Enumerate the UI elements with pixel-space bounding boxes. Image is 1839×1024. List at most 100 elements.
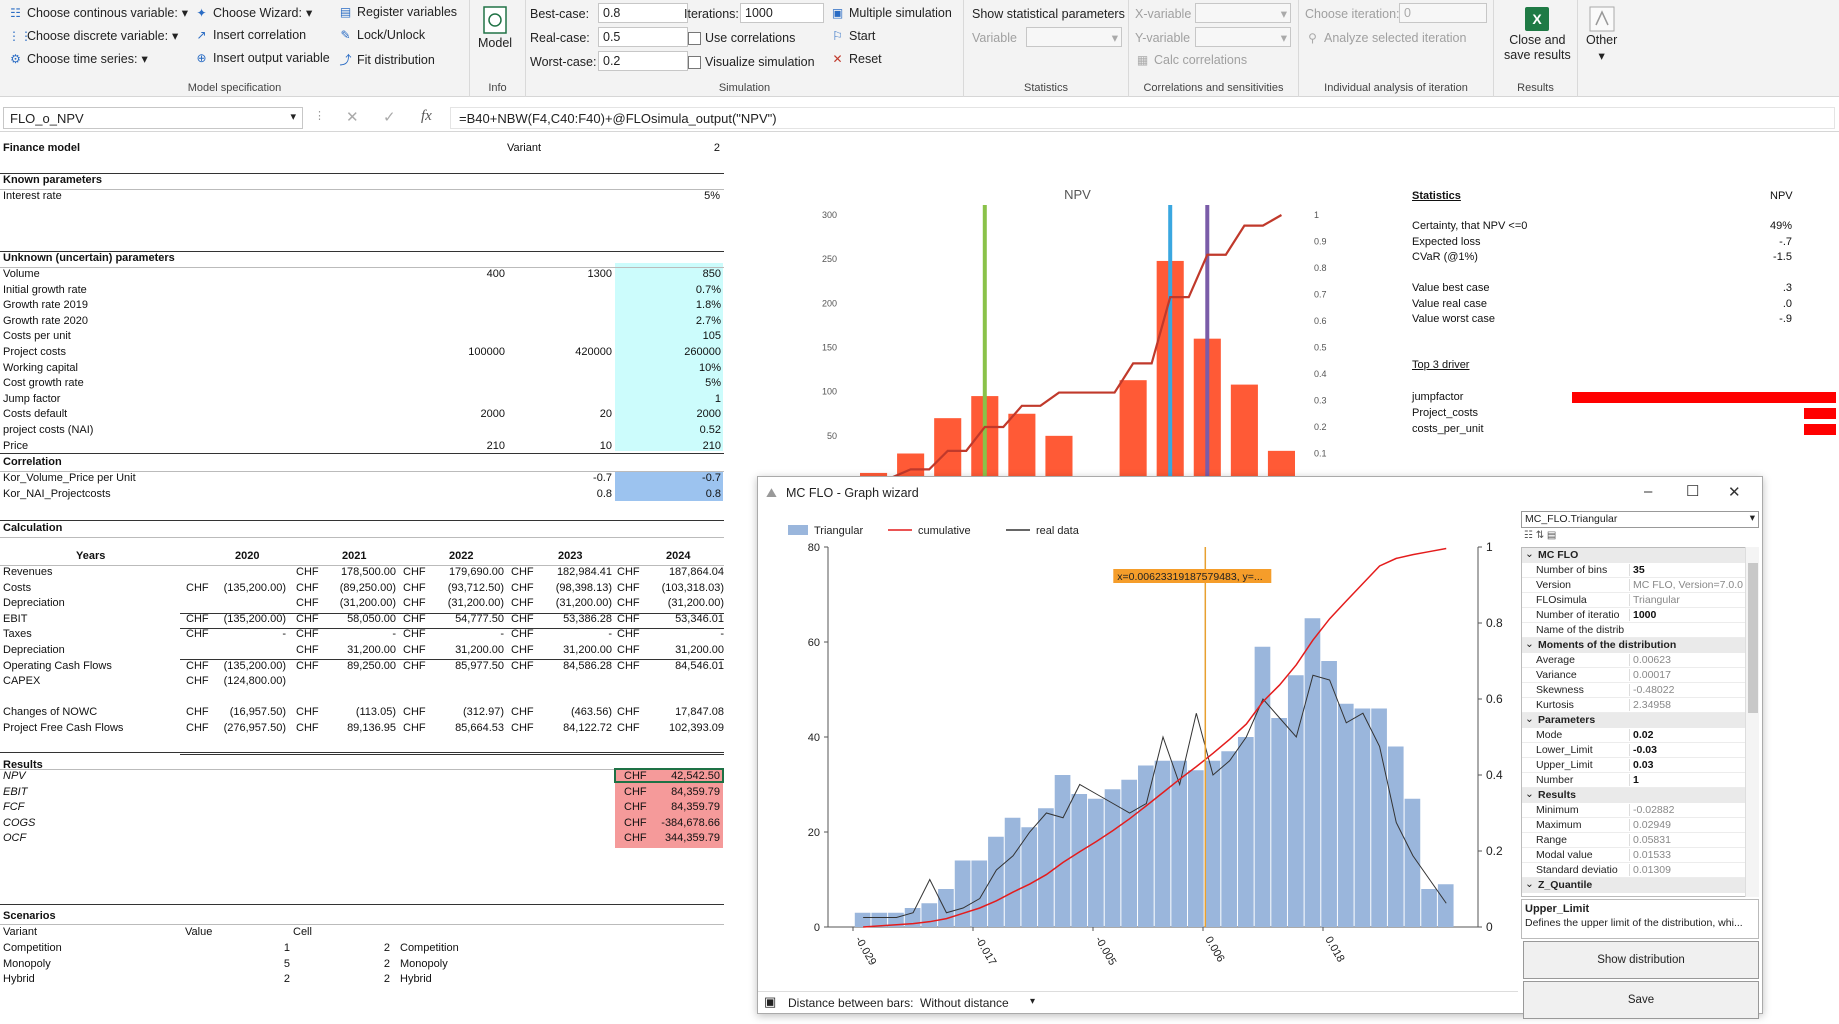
choose-time-series-button[interactable]: ⚙ Choose time series: ▾ [8, 51, 148, 67]
calc-value[interactable]: (135,200.00) [223, 612, 286, 625]
currency-cell[interactable]: CHF [617, 566, 640, 578]
calc-value[interactable]: 89,136.95 [347, 722, 396, 734]
currency-cell[interactable]: CHF [296, 659, 319, 672]
finance-model-title[interactable]: Finance model [3, 142, 81, 154]
driver-label[interactable]: Project_costs [1412, 407, 1479, 419]
formula-input[interactable]: =B40+NBW(F4,C40:F40)+@FLOsimula_output("… [450, 107, 1835, 129]
param-max[interactable]: 10 [599, 439, 612, 452]
param-min[interactable]: 100000 [468, 346, 505, 358]
stat-label[interactable]: CVaR (@1%) [1412, 251, 1478, 263]
currency-cell[interactable]: CHF [624, 785, 647, 798]
calc-value[interactable]: (113.05) [355, 706, 396, 719]
currency-cell[interactable]: CHF [296, 644, 319, 656]
calc-value[interactable]: 84,586.28 [563, 659, 612, 672]
scenario-text[interactable]: Competition [400, 942, 459, 954]
param-value[interactable]: 0.7% [695, 283, 721, 296]
currency-cell[interactable]: CHF [403, 722, 426, 734]
scenario-header[interactable]: Cell [293, 926, 312, 938]
scenario-text[interactable]: Monopoly [400, 957, 448, 970]
property-row[interactable]: Modal value 0.01533 [1522, 848, 1746, 863]
categorized-icon[interactable]: ☷ [1524, 530, 1533, 541]
scenario-cell[interactable]: 2 [383, 973, 390, 986]
calc-value[interactable]: (31,200.00) [339, 597, 396, 610]
scenario-header[interactable]: Variant [3, 926, 38, 938]
calc-row-label[interactable]: Depreciation [3, 597, 65, 610]
calc-value[interactable]: (93,712.50) [447, 581, 504, 594]
property-row[interactable]: Version MC FLO, Version=7.0.0 [1522, 578, 1746, 593]
param-value[interactable]: 2000 [696, 408, 721, 421]
calc-value[interactable]: (463.56) [571, 706, 612, 719]
calc-row-label[interactable]: Taxes [3, 628, 32, 641]
property-category[interactable]: ⌄ Z_Quantile [1522, 878, 1746, 893]
show-statistical-parameters-button[interactable]: Show statistical parameters [972, 7, 1125, 21]
param-name[interactable]: Costs per unit [3, 330, 71, 343]
multiple-simulation-button[interactable]: ▣ Multiple simulation [831, 6, 952, 20]
correlation-input[interactable]: 0.8 [596, 487, 612, 500]
scenario-text[interactable]: Hybrid [400, 973, 432, 986]
property-row[interactable]: Name of the distrib [1522, 623, 1746, 638]
param-name[interactable]: Volume [3, 268, 40, 280]
calc-value[interactable]: - [392, 628, 396, 641]
choose-iteration-input[interactable]: 0 [1399, 3, 1487, 23]
scrollbar[interactable] [1745, 547, 1759, 897]
calc-value[interactable]: 31,200.00 [347, 644, 396, 656]
param-name[interactable]: Project costs [3, 346, 66, 358]
currency-cell[interactable]: CHF [186, 706, 209, 719]
scenario-value[interactable]: 2 [283, 973, 290, 986]
calc-value[interactable]: 85,664.53 [455, 722, 504, 734]
property-row[interactable]: Minimum -0.02882 [1522, 803, 1746, 818]
correlation-value[interactable]: 0.8 [705, 487, 721, 500]
year-header[interactable]: 2024 [666, 550, 691, 562]
top3-driver-title[interactable]: Top 3 driver [1412, 359, 1470, 371]
calc-value[interactable]: (276,957.50) [223, 722, 286, 734]
currency-cell[interactable]: CHF [511, 597, 534, 610]
param-max[interactable]: 1300 [587, 268, 612, 280]
param-name[interactable]: Initial growth rate [3, 283, 87, 296]
calc-value[interactable]: 31,200.00 [563, 644, 612, 656]
chevron-down-icon[interactable]: ⌄ [1525, 548, 1534, 560]
x-variable-select[interactable]: ▾ [1195, 3, 1291, 23]
property-value[interactable]: 0.05831 [1629, 834, 1744, 846]
property-value[interactable]: 0.03 [1629, 759, 1744, 771]
calc-value[interactable]: 178,500.00 [340, 566, 396, 578]
calc-value[interactable]: 84,122.72 [563, 722, 612, 734]
scenario-cell[interactable]: 2 [383, 957, 390, 970]
correlation-name[interactable]: Kor_Volume_Price per Unit [3, 472, 136, 484]
currency-cell[interactable]: CHF [511, 644, 534, 656]
best-case-input[interactable]: 0.8 [598, 3, 688, 23]
property-pages-icon[interactable]: ▤ [1546, 530, 1557, 541]
known-parameters-heading[interactable]: Known parameters [3, 174, 103, 186]
distribution-dropdown[interactable]: MC_FLO.Triangular ▾ [1521, 511, 1759, 528]
register-variables-button[interactable]: ▤ Register variables [339, 5, 458, 19]
calc-row-label[interactable]: Depreciation [3, 644, 65, 656]
currency-cell[interactable]: CHF [403, 581, 426, 594]
distance-select[interactable]: Without distance [920, 996, 1009, 1010]
property-category[interactable]: ⌄ MC FLO [1522, 548, 1746, 563]
currency-cell[interactable]: CHF [624, 770, 647, 782]
calc-row-label[interactable]: Revenues [3, 566, 53, 578]
calc-value[interactable]: 17,847.08 [675, 706, 724, 719]
property-value[interactable]: 1000 [1629, 609, 1744, 621]
correlation-heading[interactable]: Correlation [3, 456, 62, 468]
variant-label[interactable]: Variant [507, 142, 542, 154]
result-name[interactable]: FCF [3, 801, 25, 814]
param-value[interactable]: 2.7% [695, 314, 721, 327]
property-value[interactable]: 2.34958 [1629, 699, 1744, 711]
stat-value[interactable]: -.7 [1779, 235, 1792, 248]
property-row[interactable]: Variance 0.00017 [1522, 668, 1746, 683]
param-value[interactable]: 850 [702, 268, 721, 280]
scenarios-heading[interactable]: Scenarios [3, 910, 56, 922]
calc-value[interactable]: (98,398.13) [555, 581, 612, 594]
currency-cell[interactable]: CHF [511, 628, 534, 641]
correlation-value[interactable]: -0.7 [702, 472, 721, 484]
scenario-name[interactable]: Competition [3, 942, 62, 954]
camera-icon[interactable]: ▣ [764, 994, 777, 1009]
scenario-value[interactable]: 1 [283, 942, 290, 954]
property-value[interactable]: 1 [1629, 774, 1744, 786]
property-category[interactable]: ⌄ Parameters [1522, 713, 1746, 728]
calc-value[interactable]: - [282, 628, 286, 641]
analyze-iteration-button[interactable]: ⚲ Analyze selected iteration [1305, 31, 1466, 45]
stat-label[interactable]: Value worst case [1412, 313, 1495, 325]
calc-value[interactable]: 84,546.01 [675, 659, 724, 672]
param-max[interactable]: 420000 [575, 346, 612, 358]
